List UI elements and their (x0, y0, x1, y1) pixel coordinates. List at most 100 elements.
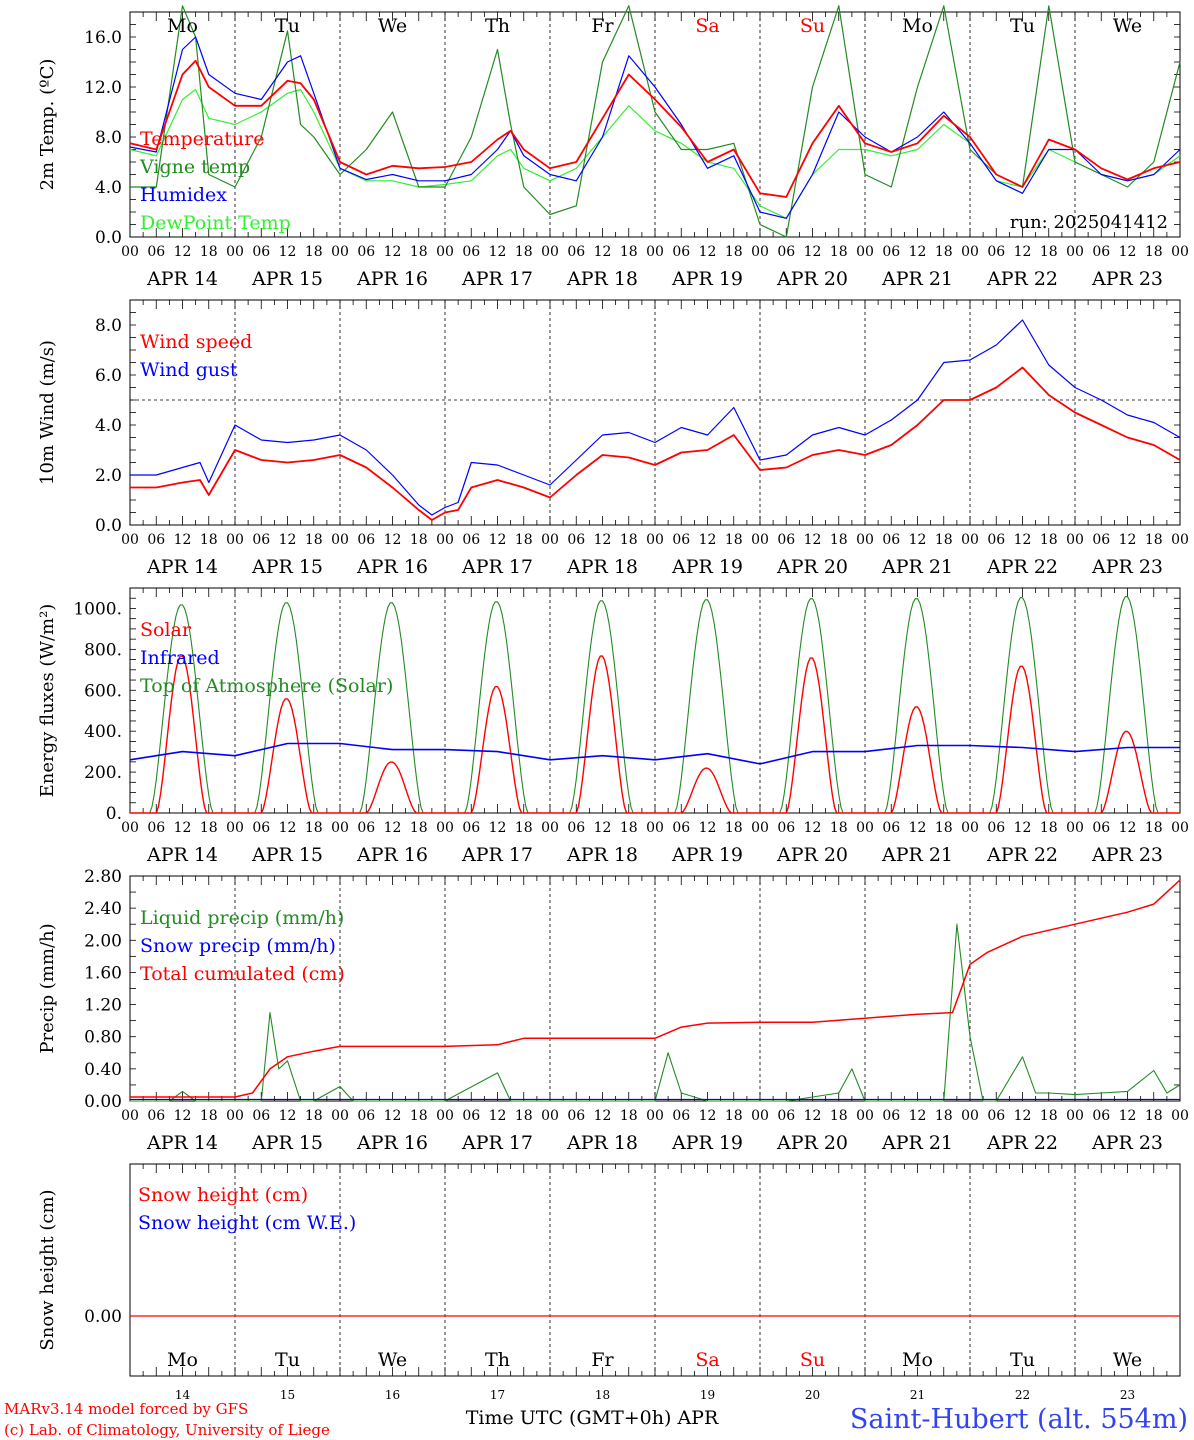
date-label: APR 18 (566, 556, 638, 578)
day-label: We (1113, 1349, 1142, 1371)
hour-tick-label: 00 (961, 244, 979, 260)
panel-5 (129, 1163, 1181, 1377)
panel-frame (129, 587, 1181, 814)
legend-entry: Solar (140, 619, 192, 641)
hour-tick-label: 00 (121, 1108, 139, 1124)
hour-tick-label: 06 (252, 244, 270, 260)
hour-tick-label: 06 (882, 820, 900, 836)
hour-tick-label: 00 (436, 244, 454, 260)
hour-tick-label: 18 (620, 532, 638, 548)
hour-tick-label: 18 (725, 1108, 743, 1124)
hour-tick-label: 00 (1171, 820, 1189, 836)
hour-tick-label: 00 (1171, 532, 1189, 548)
hour-tick-label: 12 (1119, 532, 1137, 548)
hour-tick-label: 06 (252, 1108, 270, 1124)
date-label: APR 16 (356, 1132, 428, 1154)
hour-tick-label: 06 (987, 244, 1005, 260)
hour-tick-label: 06 (987, 1108, 1005, 1124)
date-label: APR 15 (251, 1132, 323, 1154)
hour-tick-label: 18 (410, 244, 428, 260)
hour-tick-label: 18 (1040, 1108, 1058, 1124)
hour-tick-label: 00 (121, 244, 139, 260)
hour-tick-label: 18 (830, 244, 848, 260)
hour-tick-label: 12 (1014, 244, 1032, 260)
series-line-red (130, 655, 1180, 814)
hour-tick-label: 18 (830, 820, 848, 836)
hour-tick-label: 06 (882, 532, 900, 548)
day-label: Mo (167, 15, 198, 37)
hour-tick-label: 12 (1014, 532, 1032, 548)
hour-tick-label: 12 (909, 820, 927, 836)
hour-tick-label: 00 (856, 244, 874, 260)
hour-tick-label: 06 (252, 820, 270, 836)
hour-tick-label: 06 (672, 1108, 690, 1124)
hour-tick-label: 00 (121, 532, 139, 548)
hour-tick-label: 00 (541, 820, 559, 836)
hour-tick-label: 06 (882, 244, 900, 260)
hour-tick-label: 12 (174, 1108, 192, 1124)
hour-tick-label: 12 (279, 244, 297, 260)
hour-tick-label: 06 (777, 532, 795, 548)
day-label: Sa (695, 1349, 719, 1371)
date-label: APR 20 (776, 1132, 848, 1154)
hour-tick-label: 00 (646, 244, 664, 260)
date-label: APR 18 (566, 844, 638, 866)
hour-tick-label: 12 (1119, 820, 1137, 836)
hour-tick-label: 00 (1171, 244, 1189, 260)
date-label: APR 15 (251, 268, 323, 290)
hour-tick-label: 00 (1171, 1108, 1189, 1124)
hour-tick-label: 00 (1066, 820, 1084, 836)
model-credit: MARv3.14 model forced by GFS (4, 1400, 248, 1418)
hour-tick-label: 00 (436, 532, 454, 548)
hour-tick-label: 06 (462, 532, 480, 548)
y-tick-label: 0.0 (95, 516, 122, 536)
day-number-label: 14 (175, 1388, 191, 1402)
day-label: Tu (1010, 1349, 1035, 1371)
hour-tick-label: 18 (305, 244, 323, 260)
date-label: APR 23 (1091, 556, 1163, 578)
y-tick-label: 0.80 (84, 1028, 122, 1048)
legend-entry: Total cumulated (cm) (140, 963, 345, 985)
date-label: APR 23 (1091, 844, 1163, 866)
hour-tick-label: 12 (699, 532, 717, 548)
hour-tick-label: 00 (226, 532, 244, 548)
series-line-blue (130, 319, 1181, 516)
y-tick-label: 2.80 (84, 867, 122, 887)
hour-tick-label: 18 (620, 1108, 638, 1124)
date-label: APR 21 (881, 844, 953, 866)
hour-tick-label: 18 (305, 1108, 323, 1124)
legend-entry: Wind gust (140, 359, 238, 381)
y-tick-label: 4.0 (95, 416, 122, 436)
date-label: APR 14 (146, 844, 218, 866)
hour-tick-label: 18 (935, 244, 953, 260)
hour-tick-label: 12 (909, 1108, 927, 1124)
y-tick-label: 0.40 (84, 1060, 122, 1080)
hour-tick-label: 06 (672, 244, 690, 260)
hour-tick-label: 18 (515, 532, 533, 548)
hour-tick-label: 06 (147, 532, 165, 548)
day-label: Sa (695, 15, 719, 37)
y-tick-label: 800. (84, 640, 122, 660)
hour-tick-label: 18 (200, 532, 218, 548)
date-label: APR 23 (1091, 1132, 1163, 1154)
hour-tick-label: 18 (200, 820, 218, 836)
hour-tick-label: 06 (147, 1108, 165, 1124)
date-label: APR 20 (776, 844, 848, 866)
hour-tick-label: 18 (830, 532, 848, 548)
panel-3 (129, 587, 1181, 814)
hour-tick-label: 18 (725, 820, 743, 836)
x-axis-label: Time UTC (GMT+0h) APR (466, 1407, 719, 1429)
legend-entry: Top of Atmosphere (Solar) (140, 675, 393, 697)
hour-tick-label: 00 (541, 1108, 559, 1124)
day-number-label: 23 (1120, 1388, 1135, 1402)
hour-tick-label: 00 (751, 820, 769, 836)
hour-tick-label: 18 (1040, 820, 1058, 836)
hour-tick-label: 18 (200, 244, 218, 260)
date-label: APR 14 (146, 1132, 218, 1154)
hour-tick-label: 06 (987, 532, 1005, 548)
hour-tick-label: 18 (725, 532, 743, 548)
hour-tick-label: 12 (174, 532, 192, 548)
hour-tick-label: 12 (384, 820, 402, 836)
y-tick-label: 400. (84, 722, 122, 742)
day-number-label: 15 (280, 1388, 295, 1402)
